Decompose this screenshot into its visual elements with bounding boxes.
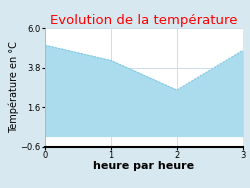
Title: Evolution de la température: Evolution de la température [50,14,238,27]
X-axis label: heure par heure: heure par heure [93,161,194,171]
Y-axis label: Température en °C: Température en °C [9,42,19,133]
